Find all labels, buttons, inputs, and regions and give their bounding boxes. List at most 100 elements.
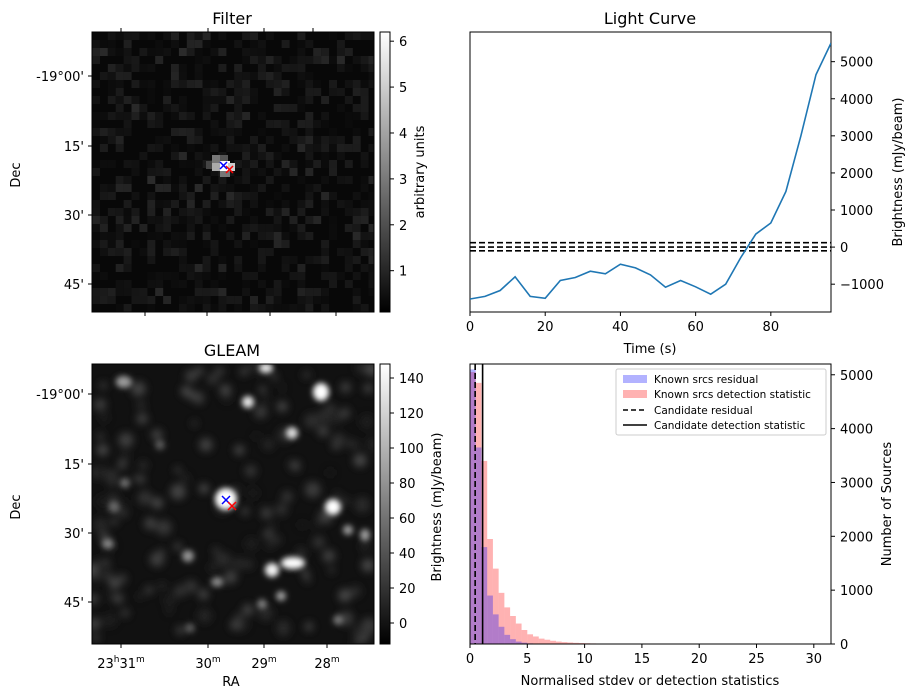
histogram-legend: Known srcs residual Known srcs detection… — [615, 368, 827, 436]
histogram-ytick: 2000 — [840, 530, 873, 545]
histogram-bar — [544, 639, 551, 644]
gleam-colorbar — [379, 363, 391, 645]
histogram-bar — [487, 595, 493, 644]
histogram-bar — [533, 636, 539, 644]
histogram-xtick: 30 — [806, 652, 823, 667]
gleam-marker-red — [227, 501, 237, 511]
light-curve-ytick: 5000 — [840, 56, 873, 71]
gleam-colorbar-tick: 60 — [399, 512, 416, 527]
filter-colorbar-tick: 6 — [399, 35, 407, 50]
filter-ytick: 30' — [64, 209, 84, 224]
filter-colorbar-tick: 3 — [399, 173, 407, 188]
histogram-bar — [561, 642, 568, 644]
light-curve-ytick: 0 — [840, 241, 848, 256]
histogram-panel: 0 5 10 15 20 25 30 0 1000 2000 3000 4000 5000 Norma… — [466, 363, 895, 689]
histogram-bar — [504, 634, 511, 644]
light-curve-ytick: 3000 — [840, 130, 873, 145]
light-curve-xtick: 60 — [687, 320, 704, 335]
histogram-xtick: 10 — [576, 652, 593, 667]
filter-colorbar-tick: 2 — [399, 219, 407, 234]
histogram-ylabel: Number of Sources — [880, 442, 895, 567]
light-curve-xtick: 80 — [763, 320, 780, 335]
histogram-xtick: 0 — [466, 652, 474, 667]
filter-ylabel: Dec — [9, 162, 24, 187]
filter-ytick: -19°00' — [36, 70, 84, 85]
histogram-bar — [521, 630, 528, 644]
gleam-colorbar-label: Brightness (mJy/beam) — [430, 433, 445, 582]
filter-colorbar-tick: 5 — [399, 81, 407, 96]
histogram-ytick: 0 — [840, 638, 848, 653]
gleam-colorbar-tick: 0 — [399, 617, 407, 632]
histogram-bar — [504, 607, 511, 644]
filter-x-ticks — [120, 28, 337, 316]
light-curve-title: Light Curve — [604, 9, 696, 28]
histogram-bar — [481, 460, 488, 644]
histogram-bar — [475, 382, 482, 644]
gleam-ytick: 15' — [64, 458, 84, 473]
histogram-bar — [481, 547, 488, 644]
histogram-bar — [527, 634, 534, 644]
histogram-bar — [498, 592, 505, 644]
light-curve-line — [470, 42, 831, 300]
filter-ytick: 15' — [64, 140, 84, 155]
light-curve-xtick: 40 — [612, 320, 629, 335]
gleam-colorbar-tick: 140 — [399, 372, 424, 387]
gleam-colorbar-tick: 40 — [399, 547, 416, 562]
legend-candidate-detection: Candidate detection statistic — [654, 420, 806, 432]
gleam-colorbar-tick: 100 — [399, 442, 424, 457]
filter-colorbar-label: arbitrary units — [413, 125, 428, 218]
legend-candidate-residual: Candidate residual — [654, 405, 753, 417]
gleam-markers — [221, 495, 237, 511]
filter-ytick: 45' — [64, 278, 84, 293]
histogram-bar — [470, 372, 476, 644]
histogram-bar — [555, 641, 562, 644]
gleam-ytick: -19°00' — [36, 388, 84, 403]
light-curve-xtick: 20 — [537, 320, 554, 335]
legend-known-detection: Known srcs detection statistic — [654, 389, 811, 401]
light-curve-ylabel: Brightness (mJy/beam) — [891, 98, 906, 247]
filter-colorbar-tick: 1 — [399, 265, 407, 280]
histogram-ytick: 5000 — [840, 369, 873, 384]
histogram-bar — [573, 642, 579, 644]
gleam-xtick: 29m — [251, 655, 276, 672]
gleam-xtick: 30m — [195, 655, 220, 672]
light-curve-ytick: 2000 — [840, 167, 873, 182]
gleam-ytick: 45' — [64, 596, 84, 611]
histogram-bar — [567, 642, 574, 644]
histogram-bar — [521, 642, 528, 644]
histogram-bar — [492, 614, 499, 644]
gleam-colorbar-tick: 80 — [399, 477, 416, 492]
light-curve-xlabel: Time (s) — [623, 342, 677, 357]
light-curve-ytick: −1000 — [840, 278, 884, 293]
histogram-bar — [475, 447, 482, 644]
histogram-bar — [510, 616, 516, 644]
histogram-bar — [498, 626, 505, 644]
histogram-bar — [538, 638, 545, 644]
histogram-bar — [515, 623, 522, 644]
filter-colorbar-tick: 4 — [399, 127, 407, 142]
gleam-xtick: 23h31m — [97, 655, 145, 672]
histogram-bar — [487, 539, 493, 644]
filter-markers — [219, 161, 234, 174]
histogram-ytick: 1000 — [840, 584, 873, 599]
legend-known-residual: Known srcs residual — [654, 374, 758, 386]
gleam-ytick: 30' — [64, 527, 84, 542]
light-curve-panel: Light Curve 0 20 40 60 80 −1000 0 1000 2000 3000… — [466, 9, 906, 357]
light-curve-axes — [469, 31, 832, 313]
filter-marker-red — [225, 165, 234, 174]
gleam-ylabel: Dec — [9, 494, 24, 519]
filter-image — [92, 32, 374, 312]
gleam-panel: GLEAM — [9, 341, 445, 690]
legend-swatch-known-residual — [623, 375, 647, 383]
histogram-bar — [492, 568, 499, 644]
histogram-ytick: 4000 — [840, 423, 873, 438]
histogram-xtick: 15 — [634, 652, 651, 667]
histogram-xtick: 5 — [523, 652, 531, 667]
histogram-bar — [510, 639, 516, 644]
gleam-xlabel: RA — [222, 675, 240, 690]
legend-swatch-known-detection — [623, 390, 647, 398]
light-curve-ytick: 1000 — [840, 204, 873, 219]
histogram-xtick: 25 — [748, 652, 765, 667]
gleam-colorbar-tick: 120 — [399, 407, 424, 422]
